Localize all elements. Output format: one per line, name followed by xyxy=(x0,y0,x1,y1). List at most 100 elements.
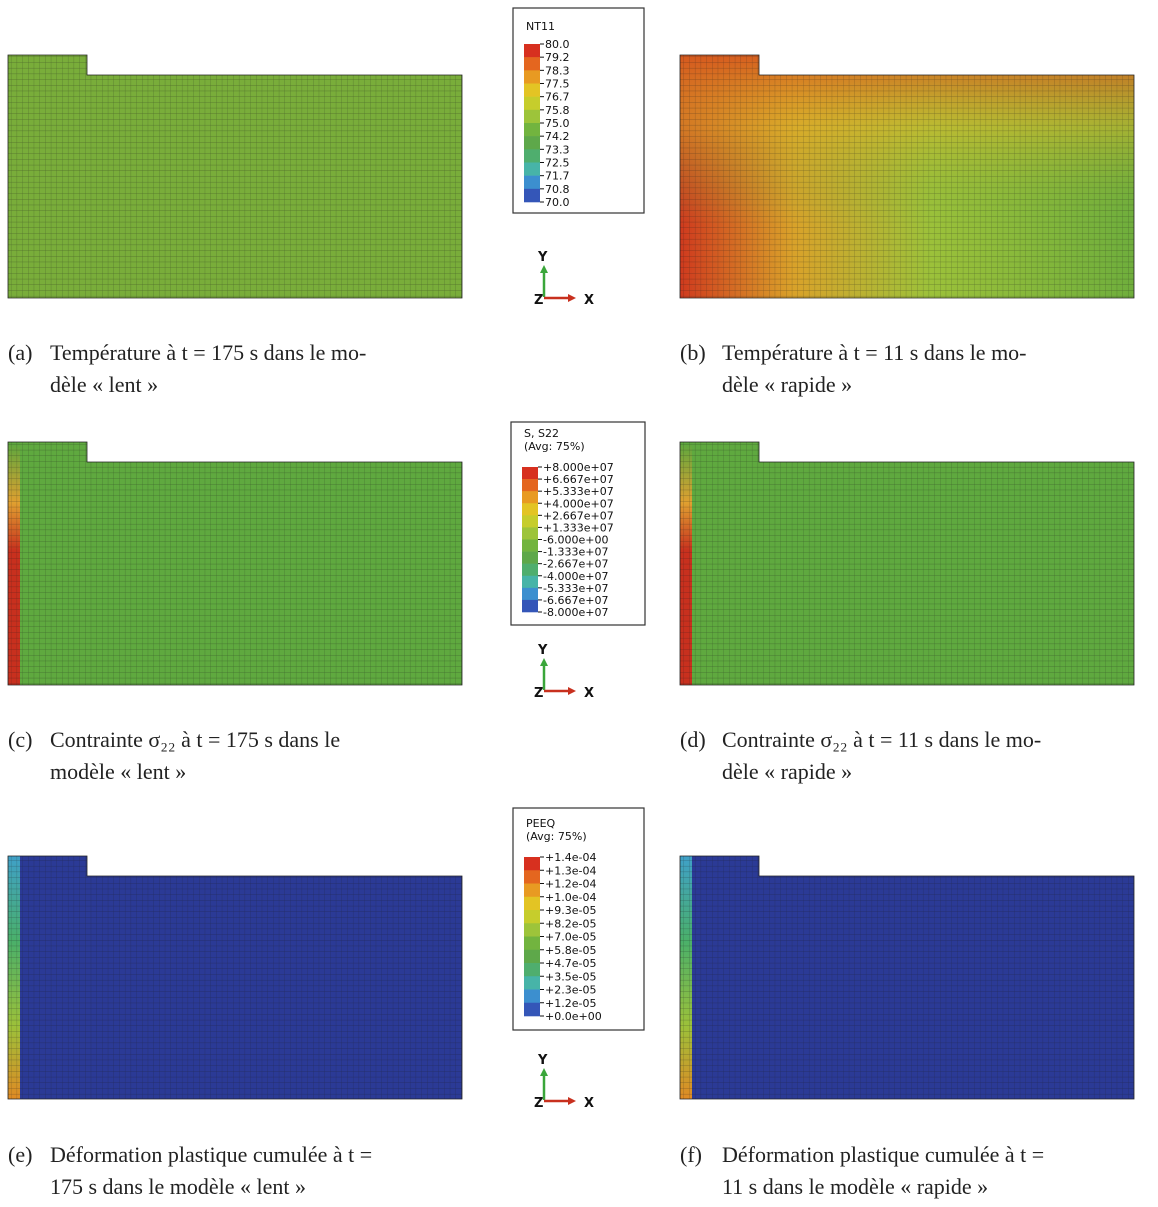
legend-title: NT11 xyxy=(526,20,555,33)
caption-label: (e) xyxy=(8,1142,32,1167)
legend-band xyxy=(522,539,538,552)
caption-text: dèle « rapide » xyxy=(722,372,852,397)
caption-text: dèle « lent » xyxy=(50,372,158,397)
legend-label: -1.333e+07 xyxy=(543,546,608,559)
legend-band xyxy=(524,57,540,71)
legend-band xyxy=(522,491,538,504)
legend-band xyxy=(524,175,540,190)
legend-label: +1.2e-05 xyxy=(545,997,596,1010)
caption-text: Contrainte σ₂₂ à t = 175 s dans le xyxy=(50,727,340,752)
legend-label: +9.3e-05 xyxy=(545,904,596,917)
legend-band xyxy=(522,527,538,540)
legend-label: 75.0 xyxy=(545,117,570,130)
legend-band xyxy=(524,923,540,937)
caption-text: Température à t = 175 s dans le mo- xyxy=(50,340,366,365)
caption-label: (c) xyxy=(8,727,32,752)
caption-label: (a) xyxy=(8,340,32,365)
legend-title: PEEQ xyxy=(526,817,556,830)
triad-y-label: Y xyxy=(537,250,548,265)
legend-band xyxy=(524,910,540,924)
caption-label: (b) xyxy=(680,340,706,365)
triad-y-arrow xyxy=(540,1068,548,1076)
mesh-grid xyxy=(679,855,1135,1100)
legend-band xyxy=(522,467,538,480)
triad-y-label: Y xyxy=(537,643,548,658)
legend-label: +8.000e+07 xyxy=(543,461,614,474)
legend-label: +4.000e+07 xyxy=(543,497,614,510)
legend-label: 72.5 xyxy=(545,157,570,170)
legend-band xyxy=(524,123,540,137)
legend-label: +2.667e+07 xyxy=(543,509,614,522)
contour-plot xyxy=(7,54,463,299)
legend-label: +3.5e-05 xyxy=(545,970,596,983)
caption-text: modèle « lent » xyxy=(50,759,186,784)
legend-band xyxy=(522,503,538,516)
caption-text: Déformation plastique cumulée à t = xyxy=(722,1142,1044,1167)
legend-band xyxy=(524,96,540,111)
legend-label: -6.000e+00 xyxy=(543,534,608,547)
caption-label: (f) xyxy=(680,1142,702,1167)
caption-text: Contrainte σ₂₂ à t = 11 s dans le mo- xyxy=(722,727,1041,752)
triad-z-label: Z xyxy=(534,1096,543,1111)
legend-band xyxy=(524,70,540,84)
legend-label: 70.8 xyxy=(545,183,570,196)
triad-x-label: X xyxy=(584,1096,594,1111)
legend-band xyxy=(524,896,540,911)
legend-label: -4.000e+07 xyxy=(543,570,608,583)
caption-text: 175 s dans le modèle « lent » xyxy=(50,1174,306,1199)
legend-label: +1.3e-04 xyxy=(545,864,596,877)
legend-label: -2.667e+07 xyxy=(543,558,608,571)
contour-plot xyxy=(7,855,463,1100)
contour-plot xyxy=(7,441,463,686)
legend-band xyxy=(522,599,538,613)
triad-z-label: Z xyxy=(534,293,543,308)
mesh-grid xyxy=(679,54,1135,299)
mesh-grid xyxy=(7,54,463,299)
legend-label: -8.000e+07 xyxy=(543,606,608,619)
legend-band xyxy=(524,870,540,884)
legend-label: +1.2e-04 xyxy=(545,878,596,891)
legend-label: +1.333e+07 xyxy=(543,521,614,534)
legend-band xyxy=(522,587,538,601)
triad-x-arrow xyxy=(568,294,576,302)
legend-label: +8.2e-05 xyxy=(545,917,596,930)
legend-band xyxy=(524,1002,540,1017)
caption-label: (d) xyxy=(680,727,706,752)
legend-label: +7.0e-05 xyxy=(545,931,596,944)
legend-band xyxy=(522,551,538,564)
legend-band xyxy=(524,976,540,990)
caption-text: dèle « rapide » xyxy=(722,759,852,784)
mesh-grid xyxy=(7,441,463,686)
legend-label: 78.3 xyxy=(545,64,570,77)
legend-label: 70.0 xyxy=(545,196,570,209)
legend-label: +0.0e+00 xyxy=(545,1010,602,1023)
mesh-grid xyxy=(7,855,463,1100)
caption-text: Déformation plastique cumulée à t = xyxy=(50,1142,372,1167)
legend-band xyxy=(524,109,540,124)
triad-y-label: Y xyxy=(537,1053,548,1068)
legend-label: +1.4e-04 xyxy=(545,851,596,864)
legend-band xyxy=(522,575,538,589)
legend-label: 75.8 xyxy=(545,104,570,117)
caption-text: 11 s dans le modèle « rapide » xyxy=(722,1174,988,1199)
legend-band xyxy=(524,44,540,58)
legend-band xyxy=(524,83,540,97)
legend-title: S, S22 xyxy=(524,427,559,440)
legend-title: (Avg: 75%) xyxy=(526,830,587,843)
legend-label: +4.7e-05 xyxy=(545,957,596,970)
legend-label: +6.667e+07 xyxy=(543,473,614,486)
triad-z-label: Z xyxy=(534,686,543,701)
legend-band xyxy=(524,188,540,203)
legend-band xyxy=(524,963,540,977)
legend-band xyxy=(524,136,540,150)
legend-label: -5.333e+07 xyxy=(543,582,608,595)
legend-label: 80.0 xyxy=(545,38,570,51)
legend-band xyxy=(524,149,540,163)
mesh-grid xyxy=(679,441,1135,686)
triad-y-arrow xyxy=(540,265,548,273)
legend-band xyxy=(522,515,538,528)
contour-plot xyxy=(679,54,1135,299)
legend-label: +5.333e+07 xyxy=(543,485,614,498)
legend-label: 74.2 xyxy=(545,130,570,143)
